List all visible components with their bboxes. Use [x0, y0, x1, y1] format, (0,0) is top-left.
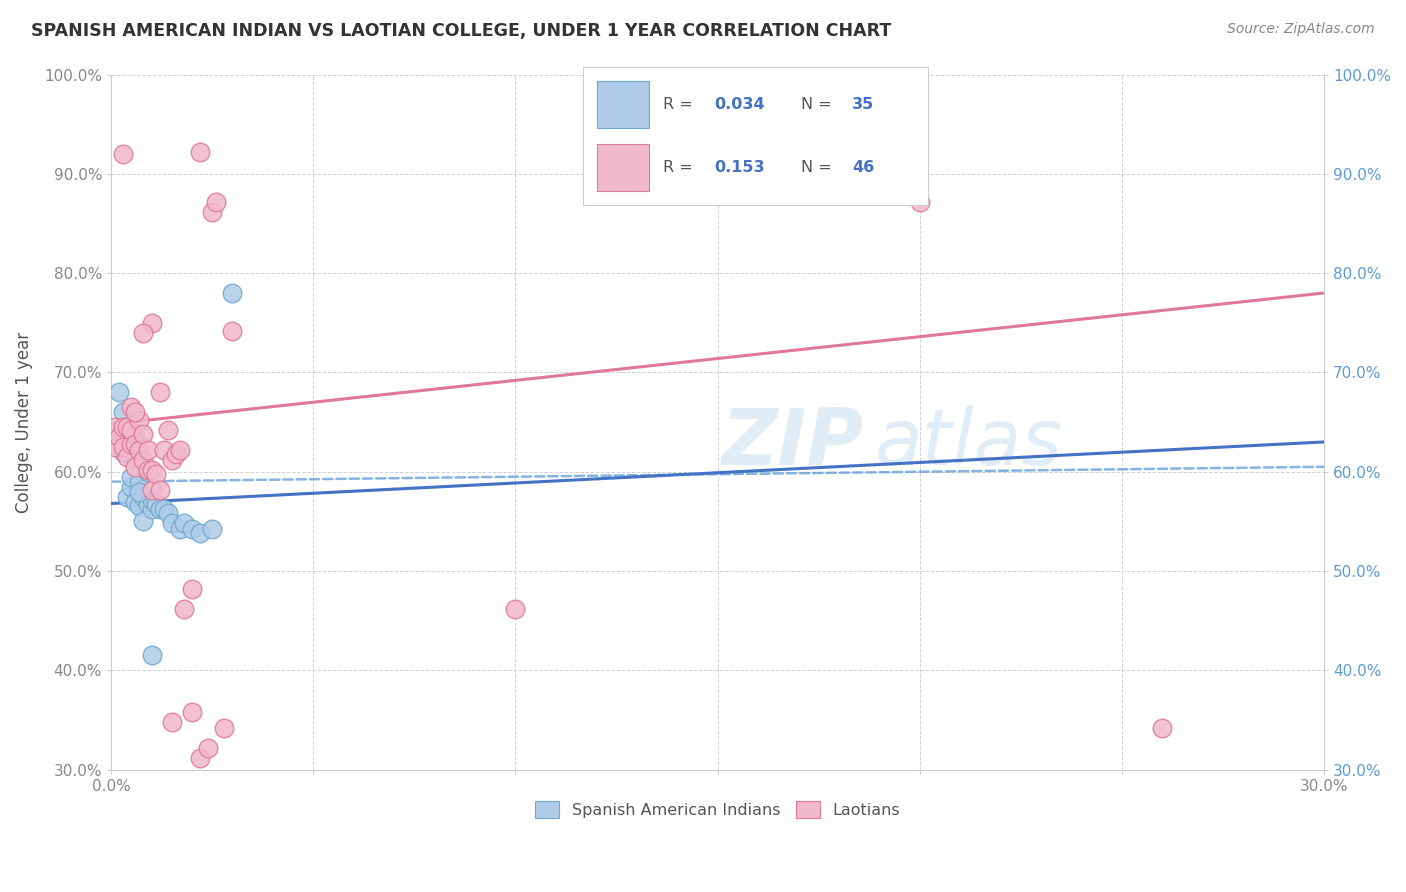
Point	[117, 420, 139, 434]
Point	[117, 440, 139, 454]
Text: atlas: atlas	[875, 405, 1063, 481]
Point	[169, 442, 191, 457]
Point	[120, 437, 142, 451]
Point	[104, 807, 127, 822]
Point	[181, 582, 204, 596]
Point	[188, 526, 211, 541]
Point	[117, 425, 139, 439]
Point	[112, 405, 135, 419]
Point	[108, 430, 131, 444]
Text: 46: 46	[852, 161, 875, 176]
Point	[120, 400, 142, 414]
Point	[120, 423, 142, 437]
Point	[136, 442, 159, 457]
FancyBboxPatch shape	[598, 81, 650, 128]
Point	[149, 502, 172, 516]
Point	[173, 601, 195, 615]
Point	[128, 484, 150, 499]
Point	[117, 450, 139, 464]
Point	[117, 490, 139, 504]
Point	[505, 601, 527, 615]
Point	[128, 500, 150, 514]
Point	[141, 502, 163, 516]
Point	[169, 522, 191, 536]
Point	[1152, 721, 1174, 735]
Point	[156, 423, 179, 437]
Point	[205, 194, 228, 209]
Point	[124, 437, 146, 451]
Point	[132, 326, 155, 340]
Text: N =: N =	[800, 96, 837, 112]
Point	[908, 194, 931, 209]
Point	[152, 442, 174, 457]
Point	[124, 430, 146, 444]
Point	[152, 502, 174, 516]
Point	[132, 427, 155, 442]
Point	[112, 440, 135, 454]
Point	[124, 405, 146, 419]
Point	[221, 285, 243, 300]
Point	[104, 440, 127, 454]
Point	[141, 648, 163, 663]
Point	[132, 452, 155, 467]
Point	[188, 145, 211, 159]
Point	[136, 463, 159, 477]
Point	[173, 516, 195, 531]
Point	[156, 507, 179, 521]
Text: R =: R =	[662, 161, 703, 176]
Point	[214, 721, 236, 735]
Point	[181, 705, 204, 719]
Text: R =: R =	[662, 96, 697, 112]
Point	[188, 750, 211, 764]
Text: 0.153: 0.153	[714, 161, 765, 176]
Point	[149, 483, 172, 497]
Point	[112, 420, 135, 434]
Point	[160, 452, 183, 467]
Point	[165, 447, 187, 461]
Point	[181, 522, 204, 536]
Point	[132, 490, 155, 504]
Point	[145, 467, 167, 481]
Point	[128, 442, 150, 457]
Point	[141, 492, 163, 507]
Point	[108, 385, 131, 400]
Point	[104, 420, 127, 434]
Point	[141, 316, 163, 330]
Point	[108, 430, 131, 444]
Point	[160, 516, 183, 531]
Point	[141, 463, 163, 477]
Point	[221, 324, 243, 338]
Point	[120, 469, 142, 483]
Text: N =: N =	[800, 161, 837, 176]
Y-axis label: College, Under 1 year: College, Under 1 year	[15, 332, 32, 513]
Point	[141, 483, 163, 497]
Point	[136, 465, 159, 479]
Point	[112, 445, 135, 459]
Text: SPANISH AMERICAN INDIAN VS LAOTIAN COLLEGE, UNDER 1 YEAR CORRELATION CHART: SPANISH AMERICAN INDIAN VS LAOTIAN COLLE…	[31, 22, 891, 40]
Text: 35: 35	[852, 96, 875, 112]
Point	[201, 204, 224, 219]
Point	[145, 496, 167, 510]
Point	[124, 450, 146, 464]
Point	[124, 494, 146, 508]
Point	[197, 740, 219, 755]
Point	[136, 496, 159, 510]
Point	[120, 480, 142, 494]
Point	[112, 147, 135, 161]
Text: 0.034: 0.034	[714, 96, 765, 112]
Point	[128, 413, 150, 427]
FancyBboxPatch shape	[598, 145, 650, 191]
Point	[128, 475, 150, 489]
Point	[124, 459, 146, 474]
Point	[112, 420, 135, 434]
Text: ZIP: ZIP	[721, 405, 863, 481]
Point	[132, 515, 155, 529]
Point	[201, 522, 224, 536]
Text: Source: ZipAtlas.com: Source: ZipAtlas.com	[1227, 22, 1375, 37]
Point	[160, 714, 183, 729]
Point	[149, 385, 172, 400]
Legend: Spanish American Indians, Laotians: Spanish American Indians, Laotians	[529, 795, 907, 824]
